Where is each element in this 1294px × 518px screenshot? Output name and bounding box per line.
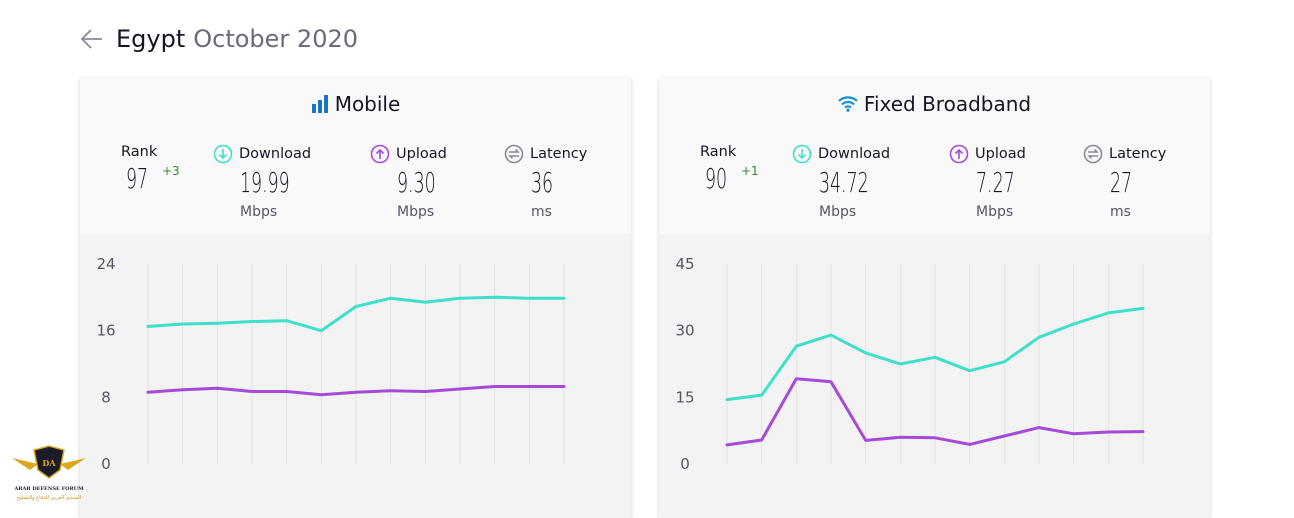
latency-value: 27 [1110,166,1133,199]
signal-bars-icon [311,95,328,113]
y-tick-label: 0 [680,455,690,473]
rank-label: Rank [700,144,737,160]
broadband-chart: 45 30 15 0 [659,234,1210,518]
mobile-card-title: Mobile [80,92,631,116]
rank-value: 97 [126,162,149,195]
y-tick-label: 8 [101,388,111,406]
broadband-title-text: Fixed Broadband [863,92,1032,116]
upload-series-line [725,377,1145,447]
upload-value: 9.30 [397,166,436,199]
mobile-download: Download 19.99 Mbps [213,144,323,220]
mobile-speed-chart: 24 16 8 0 [96,255,566,473]
y-tick-label: 24 [96,255,115,273]
latency-label: Latency [530,146,588,162]
download-label: Download [818,146,891,162]
y-tick-label: 45 [675,255,694,273]
download-unit: Mbps [819,204,857,220]
latency-unit: ms [1110,204,1131,220]
latency-label: Latency [1109,146,1167,162]
download-value: 19.99 [240,166,290,199]
broadband-download: Download 34.72 Mbps [792,144,902,220]
mobile-summary: Mobile Rank 97 +3 Download 19.99 Mbps [80,78,631,234]
logo-line-1: ARAB DEFENSE FORUM [13,486,84,492]
mobile-title-text: Mobile [334,92,401,116]
download-arrow-icon [792,144,812,164]
rank-change-badge: +1 [741,164,759,178]
upload-value: 7.27 [976,166,1015,199]
rank-label: Rank [121,144,158,160]
upload-arrow-icon [370,144,390,164]
broadband-speed-chart: 45 30 15 0 [675,255,1145,473]
wifi-icon [838,96,858,112]
page-header: Egypt October 2020 [80,22,358,56]
latency-unit: ms [531,204,552,220]
latency-icon [504,144,524,164]
broadband-card: Fixed Broadband Rank 90 +1 Download 34.7… [659,78,1210,518]
back-arrow-icon[interactable] [80,27,104,51]
latency-icon [1083,144,1103,164]
y-tick-label: 16 [96,322,115,340]
rank-change-badge: +3 [162,164,180,178]
upload-unit: Mbps [976,204,1014,220]
arab-defense-forum-logo: DA ARAB DEFENSE FORUM المنتدى العربي للد… [12,445,86,501]
mobile-latency: Latency 36 ms [504,144,614,220]
logo-line-2: المنتدى العربي للدفاع والتسليح [17,495,81,501]
download-value: 34.72 [819,166,869,199]
page-title-period: October 2020 [193,25,359,53]
upload-arrow-icon [949,144,969,164]
download-series-line [725,306,1145,402]
broadband-latency: Latency 27 ms [1083,144,1193,220]
upload-label: Upload [396,146,447,162]
upload-series-line [146,385,566,397]
broadband-card-title: Fixed Broadband [659,92,1210,116]
y-tick-label: 15 [675,388,694,406]
mobile-card: Mobile Rank 97 +3 Download 19.99 Mbps [80,78,631,518]
broadband-upload: Upload 7.27 Mbps [949,144,1059,220]
mobile-rank: Rank 97 [121,144,231,196]
broadband-summary: Fixed Broadband Rank 90 +1 Download 34.7… [659,78,1210,234]
broadband-rank: Rank 90 [700,144,810,196]
rank-value: 90 [705,162,728,195]
upload-unit: Mbps [397,204,435,220]
download-label: Download [239,146,312,162]
latency-value: 36 [531,166,554,199]
download-unit: Mbps [240,204,278,220]
mobile-upload: Upload 9.30 Mbps [370,144,480,220]
y-tick-label: 30 [675,322,694,340]
logo-mark: DA [42,458,56,468]
mobile-chart: 24 16 8 0 [80,234,631,518]
page-title-country: Egypt [116,25,186,53]
download-arrow-icon [213,144,233,164]
download-series-line [146,295,566,333]
upload-label: Upload [975,146,1026,162]
y-tick-label: 0 [101,455,111,473]
